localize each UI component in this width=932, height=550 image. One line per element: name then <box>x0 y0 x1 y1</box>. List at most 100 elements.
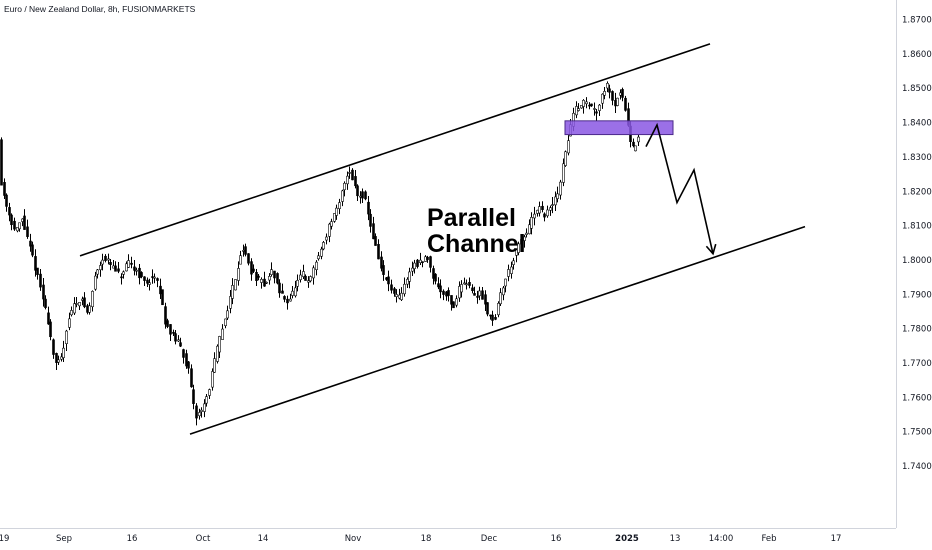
resistance-zone[interactable] <box>564 120 674 136</box>
candle-body <box>75 303 78 305</box>
candle-body <box>278 282 281 294</box>
candle-body <box>198 412 201 417</box>
y-tick-label: 1.80000 <box>902 256 932 266</box>
candle-body <box>382 265 385 275</box>
candle-body <box>341 190 344 202</box>
candle-body <box>330 221 333 227</box>
candle-body <box>601 93 604 104</box>
candle-body <box>577 108 580 111</box>
channel-lower-line[interactable] <box>189 225 806 435</box>
x-tick-label: 14 <box>258 534 269 544</box>
projection-path[interactable] <box>645 122 714 254</box>
candle-body <box>203 403 206 412</box>
candle-body <box>70 310 73 316</box>
candle-body <box>146 279 149 284</box>
candle-body <box>148 282 151 285</box>
y-tick-label: 1.87000 <box>902 16 932 26</box>
candle-body <box>60 356 63 360</box>
candle-body <box>133 266 136 271</box>
candles <box>0 81 640 426</box>
candle-body <box>530 217 533 229</box>
candle-body <box>117 268 120 272</box>
x-tick-label: 16 <box>551 534 562 544</box>
candle-body <box>364 191 367 200</box>
candle-body <box>13 220 16 230</box>
y-tick-label: 1.79000 <box>902 290 932 300</box>
time-axis[interactable]: 19 Sep 16 Oct 14 Nov 18 Dec 16 2025 13 14:00 Feb 17 <box>0 534 841 544</box>
candle-body <box>452 301 455 309</box>
candle-body <box>559 181 562 196</box>
candle-body <box>296 280 299 287</box>
channel-annotation-line2: Channel <box>427 230 526 258</box>
candle-body <box>57 359 60 363</box>
candle-body <box>320 248 323 257</box>
candle-body <box>109 262 112 265</box>
candle-body <box>304 275 307 281</box>
candle-body <box>595 111 598 114</box>
candle-body <box>460 284 463 293</box>
candle-body <box>270 269 273 275</box>
candle-body <box>512 260 515 265</box>
candle-body <box>289 298 292 302</box>
candle-body <box>416 259 419 267</box>
candle-body <box>494 317 497 320</box>
candle-body <box>426 256 429 260</box>
candle-body <box>247 253 250 264</box>
candle-body <box>96 269 99 275</box>
candle-body <box>476 296 479 298</box>
price-axis[interactable]: 1.87000 1.86000 1.85000 1.84000 1.83000 1.820… <box>902 16 932 473</box>
candle-body <box>195 405 198 419</box>
candle-body <box>114 265 117 272</box>
candle-body <box>44 298 47 308</box>
candle-body <box>276 273 279 284</box>
candle-body <box>192 389 195 404</box>
candle-body <box>29 240 32 247</box>
y-tick-label: 1.82000 <box>902 187 932 197</box>
candle-body <box>122 271 125 275</box>
x-tick-label: 14:00 <box>709 534 734 544</box>
candle-body <box>582 99 585 107</box>
candle-body <box>226 310 229 319</box>
candle-body <box>598 104 601 111</box>
x-tick-label: 17 <box>831 534 842 544</box>
candle-body <box>3 182 6 196</box>
candle-body <box>174 333 177 342</box>
candle-body <box>268 275 271 281</box>
x-tick-label: 13 <box>670 534 681 544</box>
candle-body <box>621 89 624 98</box>
candle-body <box>593 108 596 110</box>
candle-body <box>231 285 234 299</box>
candle-body <box>468 282 471 286</box>
candle-body <box>273 270 276 279</box>
candle-body <box>632 141 635 147</box>
candle-body <box>520 239 523 245</box>
candle-body <box>244 246 247 255</box>
candle-body <box>260 279 263 283</box>
candle-body <box>65 330 68 344</box>
y-tick-label: 1.77000 <box>902 359 932 369</box>
candle-body <box>169 324 172 335</box>
candle-body <box>55 353 58 363</box>
y-tick-label: 1.83000 <box>902 153 932 163</box>
candle-body <box>317 255 320 260</box>
candle-body <box>367 201 370 215</box>
candle-body <box>23 215 26 230</box>
candle-body <box>354 176 357 187</box>
candle-body <box>538 206 541 214</box>
candle-body <box>81 298 84 301</box>
channel-upper-line[interactable] <box>79 43 711 257</box>
candle-body <box>151 276 154 278</box>
candle-body <box>8 207 11 216</box>
candle-body <box>153 276 156 279</box>
candle-body <box>127 260 130 268</box>
candle-body <box>434 273 437 282</box>
candle-body <box>47 312 50 325</box>
candle-body <box>400 292 403 301</box>
candle-body <box>328 223 331 237</box>
candle-body <box>307 280 310 283</box>
candle-body <box>185 353 188 367</box>
candle-body <box>356 185 359 197</box>
candle-body <box>393 288 396 294</box>
x-tick-label: Feb <box>761 534 776 544</box>
